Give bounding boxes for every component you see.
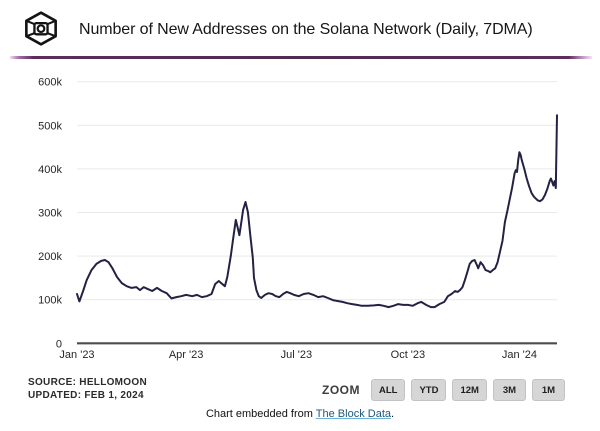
embed-text-suffix: .	[391, 408, 395, 420]
y-axis-tick-label: 400k	[38, 164, 62, 176]
x-axis-tick-label: Jul '23	[281, 349, 312, 361]
source-line: SOURCE: HELLOMOON	[28, 377, 147, 388]
embed-footer: Chart embedded from The Block Data.	[0, 408, 600, 420]
header-divider	[10, 56, 592, 59]
y-axis-tick-label: 300k	[38, 208, 62, 220]
zoom-button-ytd[interactable]: YTD	[411, 379, 447, 401]
zoom-label: ZOOM	[322, 383, 360, 397]
y-axis-tick-label: 0	[56, 338, 62, 350]
updated-line: UPDATED: FEB 1, 2024	[28, 389, 144, 401]
zoom-button-12m[interactable]: 12M	[452, 379, 487, 401]
x-axis-tick-label: Oct '23	[391, 349, 426, 361]
the-block-data-link[interactable]: The Block Data	[315, 408, 391, 420]
x-axis-tick-label: Apr '23	[169, 349, 204, 361]
x-axis-tick-label: Jan '24	[502, 349, 537, 361]
line-chart: 0 100k 200k 300k 400k 500k 600k Jan '23 Apr '23 J…	[38, 77, 558, 361]
header: Number of New Addresses on the Solana Ne…	[0, 0, 600, 56]
y-axis-tick-label: 500k	[38, 120, 62, 132]
y-axis-tick-label: 200k	[38, 251, 62, 263]
the-block-cube-logo-icon	[25, 11, 57, 46]
page-title: Number of New Addresses on the Solana Ne…	[79, 21, 533, 38]
zoom-button-1m[interactable]: 1M	[531, 379, 565, 401]
x-axis-tick-label: Jan '23	[59, 349, 94, 361]
embed-text-prefix: Chart embedded from	[205, 408, 316, 420]
y-axis-tick-label: 600k	[38, 77, 62, 89]
zoom-button-3m[interactable]: 3M	[492, 379, 526, 401]
source-attribution: SOURCE: HELLOMOON UPDATED: FEB 1, 2024	[28, 377, 147, 402]
y-axis-tick-label: 100k	[38, 295, 62, 307]
zoom-button-all[interactable]: ALL	[371, 379, 406, 401]
zoom-button-group: ALL YTD 12M 3M 1M	[371, 379, 571, 401]
series-line-new-addresses	[76, 114, 558, 309]
zoom-controls: ZOOM ALL YTD 12M 3M 1M	[322, 379, 571, 401]
